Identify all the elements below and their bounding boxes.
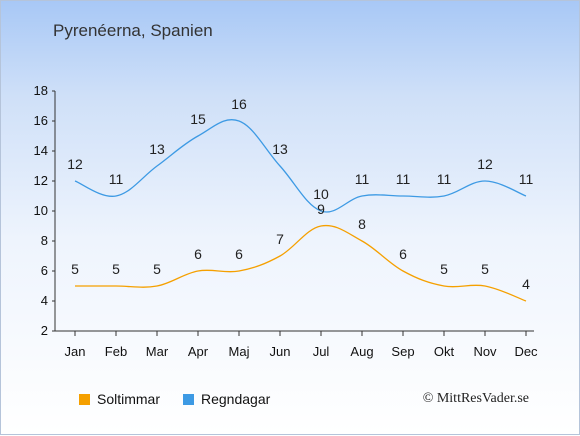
data-label-regndagar: 11 bbox=[519, 171, 534, 187]
chart-title: Pyrenéerna, Spanien bbox=[53, 21, 213, 40]
legend-label-soltimmar: Soltimmar bbox=[97, 391, 161, 407]
legend-swatch-soltimmar bbox=[79, 393, 90, 405]
x-tick-label: Jun bbox=[270, 344, 291, 359]
y-tick-label: 4 bbox=[41, 293, 48, 308]
data-label-regndagar: 11 bbox=[396, 171, 411, 187]
data-label-soltimmar: 7 bbox=[276, 231, 284, 247]
x-tick-label: Mar bbox=[146, 344, 169, 359]
x-tick-label: Okt bbox=[434, 344, 455, 359]
data-label-regndagar: 11 bbox=[109, 171, 124, 187]
data-label-soltimmar: 6 bbox=[399, 246, 407, 262]
legend-item-regndagar: Regndagar bbox=[183, 391, 270, 407]
data-label-soltimmar: 5 bbox=[481, 261, 489, 277]
x-tick-label: Apr bbox=[188, 344, 209, 359]
data-label-regndagar: 11 bbox=[355, 171, 370, 187]
data-label-soltimmar: 5 bbox=[440, 261, 448, 277]
data-label-soltimmar: 6 bbox=[194, 246, 202, 262]
y-tick-label: 12 bbox=[34, 173, 48, 188]
x-tick-label: Feb bbox=[105, 344, 127, 359]
data-label-soltimmar: 9 bbox=[317, 201, 325, 217]
x-tick-label: Nov bbox=[473, 344, 497, 359]
x-tick-label: Aug bbox=[350, 344, 373, 359]
x-tick-label: Maj bbox=[229, 344, 250, 359]
y-tick-label: 14 bbox=[34, 143, 48, 158]
data-labels: 5 5 5 6 6 7 9 8 6 5 5 4 12 11 13 15 16 13 10 11 11 11 12 11 bbox=[67, 96, 533, 292]
data-label-soltimmar: 5 bbox=[71, 261, 79, 277]
data-label-regndagar: 12 bbox=[67, 156, 83, 172]
data-label-regndagar: 13 bbox=[149, 141, 165, 157]
data-label-regndagar: 13 bbox=[272, 141, 288, 157]
series-lines bbox=[74, 119, 527, 302]
data-label-regndagar: 16 bbox=[231, 96, 247, 112]
axes: 2 4 6 8 10 12 14 16 18 Jan Feb Mar Apr Maj Jun Jul Aug Se… bbox=[34, 83, 539, 359]
y-tick-label: 6 bbox=[41, 263, 48, 278]
data-label-regndagar: 15 bbox=[190, 111, 206, 127]
series-line-regndagar bbox=[74, 119, 527, 213]
copyright-text: © MittResVader.se bbox=[422, 391, 529, 406]
x-tick-label: Dec bbox=[514, 344, 538, 359]
series-line-soltimmar bbox=[75, 224, 527, 302]
y-tick-label: 8 bbox=[41, 233, 48, 248]
data-label-regndagar: 10 bbox=[313, 186, 329, 202]
legend-label-regndagar: Regndagar bbox=[201, 391, 271, 407]
x-tick-label: Jul bbox=[313, 344, 330, 359]
y-tick-label: 18 bbox=[34, 83, 48, 98]
y-tick-label: 2 bbox=[41, 323, 48, 338]
data-label-regndagar: 12 bbox=[477, 156, 493, 172]
data-label-soltimmar: 5 bbox=[153, 261, 161, 277]
x-tick-label: Sep bbox=[391, 344, 414, 359]
data-label-soltimmar: 6 bbox=[235, 246, 243, 262]
y-tick-label: 16 bbox=[34, 113, 48, 128]
data-label-soltimmar: 5 bbox=[112, 261, 120, 277]
legend-swatch-regndagar bbox=[183, 393, 194, 405]
x-tick-label: Jan bbox=[65, 344, 86, 359]
y-tick-label: 10 bbox=[34, 203, 48, 218]
data-label-soltimmar: 4 bbox=[522, 276, 530, 292]
data-label-regndagar: 11 bbox=[437, 171, 452, 187]
legend-item-soltimmar: Soltimmar bbox=[79, 391, 160, 407]
data-label-soltimmar: 8 bbox=[358, 216, 366, 232]
